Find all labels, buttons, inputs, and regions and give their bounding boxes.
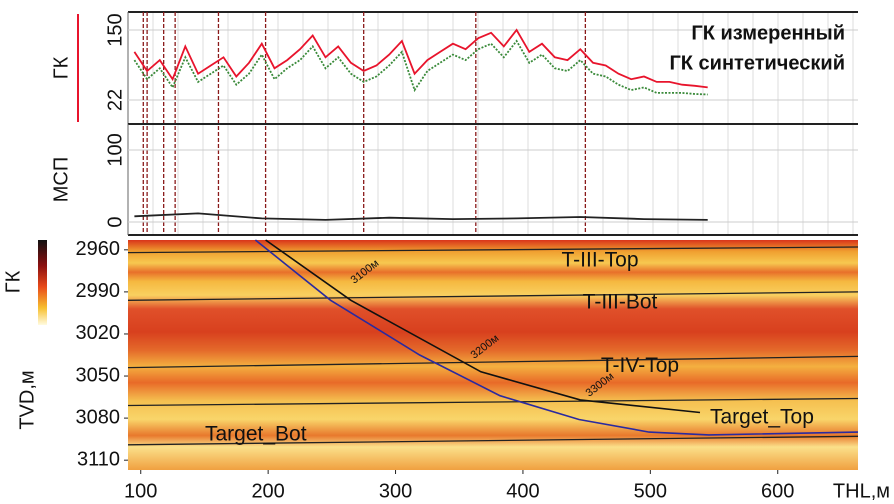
series-line (133, 39, 708, 96)
y-axis-label: МСП (50, 157, 72, 202)
x-tick-label: 500 (634, 480, 667, 502)
series-line (133, 28, 708, 89)
x-tick-label: 600 (761, 480, 794, 502)
y-tick-label: 3050 (76, 364, 121, 386)
y-axis-label: ГК (50, 56, 72, 79)
horizon-label: Target_Top (710, 406, 814, 429)
y-tick-label: 3110 (77, 448, 120, 470)
y-tick-label: 3020 (76, 322, 121, 344)
series-line (134, 212, 708, 221)
horizon-label: T-III-Bot (583, 291, 658, 314)
legend-entry: ГК измеренный (691, 22, 845, 44)
horizon (127, 291, 859, 301)
section-background (128, 240, 858, 470)
x-tick-label: 400 (506, 480, 539, 502)
horizon (127, 355, 859, 369)
horizon (127, 397, 859, 407)
y-tick-label: 3080 (76, 406, 121, 428)
y-tick-label: 2960 (76, 238, 121, 260)
y-tick-label: 2990 (76, 280, 121, 302)
y-axis-label: TVD,м (16, 370, 38, 429)
colorbar-label: ГК (2, 270, 24, 293)
x-tick-label: 300 (379, 480, 412, 502)
x-tick-label: 200 (251, 480, 284, 502)
horizon (127, 435, 859, 446)
x-tick-label: 100 (124, 480, 157, 502)
legend-entry: ГК синтетический (669, 52, 845, 74)
horizon-label: Target_Bot (205, 422, 307, 445)
y-tick-label: 150 (104, 13, 126, 46)
y-tick-label: 100 (104, 133, 126, 166)
horizon-label: T-III-Top (561, 249, 638, 272)
horizon-label: T-IV-Top (601, 354, 679, 377)
colorbar (38, 240, 47, 325)
trajectory (265, 239, 701, 414)
horizon (127, 246, 859, 254)
y-tick-label: 0 (104, 216, 126, 227)
x-axis-label: THL,м (833, 480, 890, 502)
trajectory (254, 239, 859, 436)
y-tick-label: 22 (104, 89, 126, 111)
